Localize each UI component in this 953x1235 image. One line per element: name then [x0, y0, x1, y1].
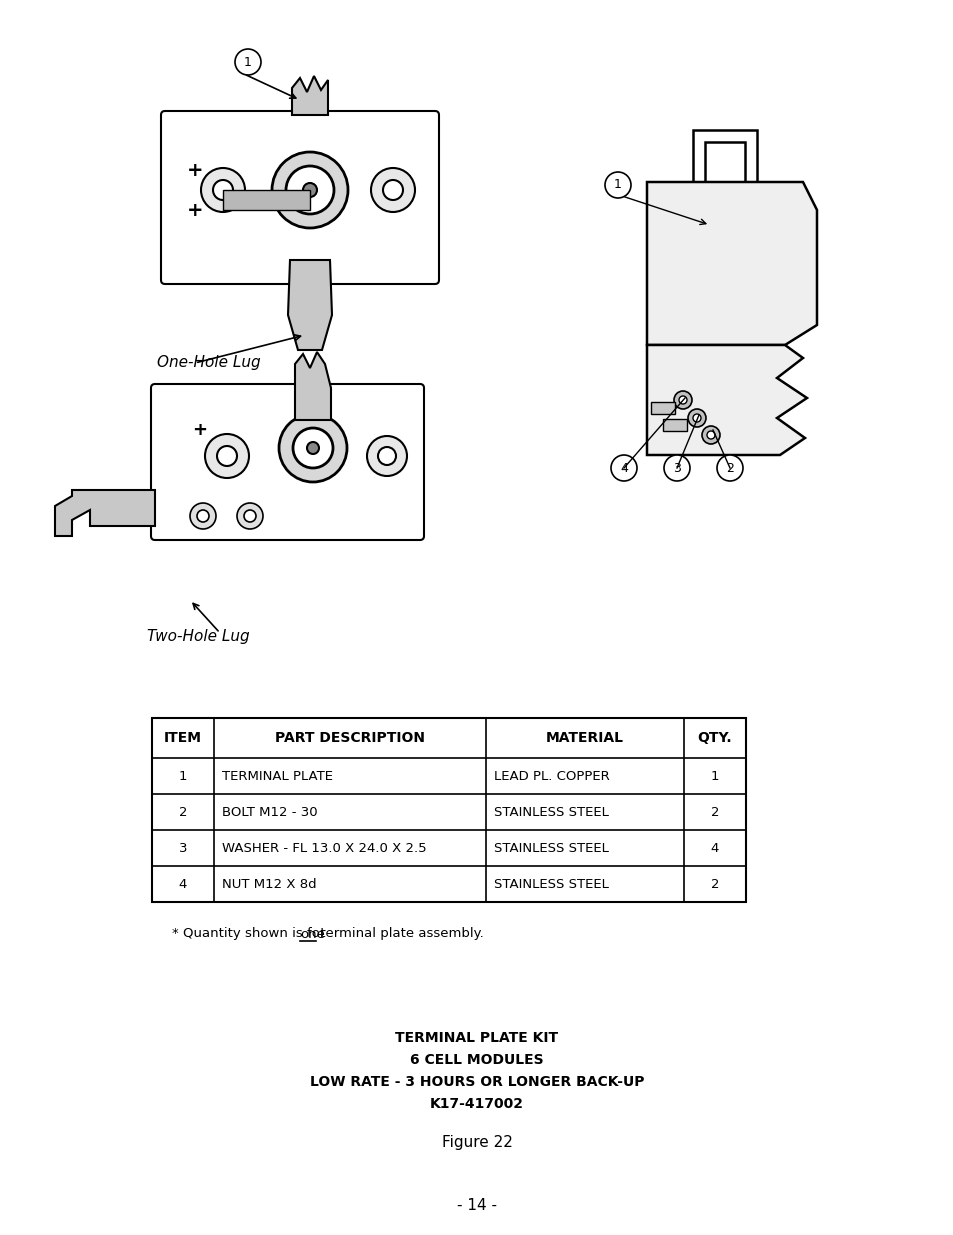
- Text: 2: 2: [710, 805, 719, 819]
- Text: 4: 4: [710, 841, 719, 855]
- Circle shape: [307, 442, 318, 454]
- Bar: [662, 419, 686, 431]
- Text: Figure 22: Figure 22: [441, 1135, 512, 1150]
- Polygon shape: [294, 352, 331, 420]
- Text: 1: 1: [178, 769, 187, 783]
- Circle shape: [213, 180, 233, 200]
- Text: TERMINAL PLATE: TERMINAL PLATE: [222, 769, 333, 783]
- Circle shape: [216, 446, 236, 466]
- FancyBboxPatch shape: [161, 111, 438, 284]
- Circle shape: [278, 414, 347, 482]
- Circle shape: [679, 396, 686, 404]
- Circle shape: [701, 426, 720, 445]
- Text: 3: 3: [178, 841, 187, 855]
- Text: 6 CELL MODULES: 6 CELL MODULES: [410, 1053, 543, 1067]
- Text: 4: 4: [178, 878, 187, 890]
- Text: 2: 2: [725, 462, 733, 474]
- Text: +: +: [193, 421, 208, 438]
- Text: ITEM: ITEM: [164, 731, 202, 745]
- Circle shape: [234, 49, 261, 75]
- Text: LOW RATE - 3 HOURS OR LONGER BACK-UP: LOW RATE - 3 HOURS OR LONGER BACK-UP: [310, 1074, 643, 1089]
- Circle shape: [367, 436, 407, 475]
- Circle shape: [205, 433, 249, 478]
- Polygon shape: [288, 261, 332, 350]
- Text: 2: 2: [178, 805, 187, 819]
- Text: 1: 1: [614, 179, 621, 191]
- Text: 4: 4: [619, 462, 627, 474]
- Text: TERMINAL PLATE KIT: TERMINAL PLATE KIT: [395, 1031, 558, 1045]
- Circle shape: [706, 431, 714, 438]
- Text: NUT M12 X 8d: NUT M12 X 8d: [222, 878, 316, 890]
- Text: one: one: [300, 927, 325, 941]
- Circle shape: [687, 409, 705, 427]
- Text: STAINLESS STEEL: STAINLESS STEEL: [494, 878, 608, 890]
- Circle shape: [201, 168, 245, 212]
- Circle shape: [371, 168, 415, 212]
- Polygon shape: [646, 182, 816, 345]
- Circle shape: [286, 165, 334, 214]
- Circle shape: [377, 447, 395, 466]
- Polygon shape: [292, 77, 328, 115]
- Circle shape: [610, 454, 637, 480]
- Polygon shape: [646, 345, 806, 454]
- Circle shape: [272, 152, 348, 228]
- Text: PART DESCRIPTION: PART DESCRIPTION: [274, 731, 424, 745]
- Text: QTY.: QTY.: [697, 731, 732, 745]
- Polygon shape: [55, 490, 154, 536]
- Text: - 14 -: - 14 -: [456, 1198, 497, 1213]
- Text: Two-Hole Lug: Two-Hole Lug: [147, 629, 250, 643]
- Circle shape: [196, 510, 209, 522]
- Circle shape: [293, 429, 333, 468]
- Circle shape: [244, 510, 255, 522]
- Text: K17-417002: K17-417002: [430, 1097, 523, 1112]
- Text: 1: 1: [710, 769, 719, 783]
- Text: MATERIAL: MATERIAL: [545, 731, 623, 745]
- Circle shape: [717, 454, 742, 480]
- FancyBboxPatch shape: [151, 384, 423, 540]
- Text: 1: 1: [244, 56, 252, 68]
- Bar: [650, 403, 675, 414]
- Bar: [223, 190, 310, 210]
- Text: 2: 2: [710, 878, 719, 890]
- Bar: [152, 718, 745, 902]
- Text: LEAD PL. COPPER: LEAD PL. COPPER: [494, 769, 609, 783]
- Circle shape: [382, 180, 402, 200]
- Circle shape: [673, 391, 691, 409]
- Text: WASHER - FL 13.0 X 24.0 X 2.5: WASHER - FL 13.0 X 24.0 X 2.5: [222, 841, 426, 855]
- Text: STAINLESS STEEL: STAINLESS STEEL: [494, 805, 608, 819]
- Text: BOLT M12 - 30: BOLT M12 - 30: [222, 805, 317, 819]
- Circle shape: [604, 172, 630, 198]
- Circle shape: [190, 503, 215, 529]
- Circle shape: [692, 414, 700, 422]
- Text: +: +: [187, 161, 203, 179]
- Polygon shape: [692, 130, 757, 182]
- Circle shape: [663, 454, 689, 480]
- Text: 3: 3: [673, 462, 680, 474]
- Text: +: +: [187, 200, 203, 220]
- Text: * Quantity shown is for: * Quantity shown is for: [172, 927, 330, 941]
- Circle shape: [236, 503, 263, 529]
- Text: terminal plate assembly.: terminal plate assembly.: [316, 927, 484, 941]
- Circle shape: [303, 183, 316, 198]
- Text: STAINLESS STEEL: STAINLESS STEEL: [494, 841, 608, 855]
- Text: One-Hole Lug: One-Hole Lug: [157, 356, 260, 370]
